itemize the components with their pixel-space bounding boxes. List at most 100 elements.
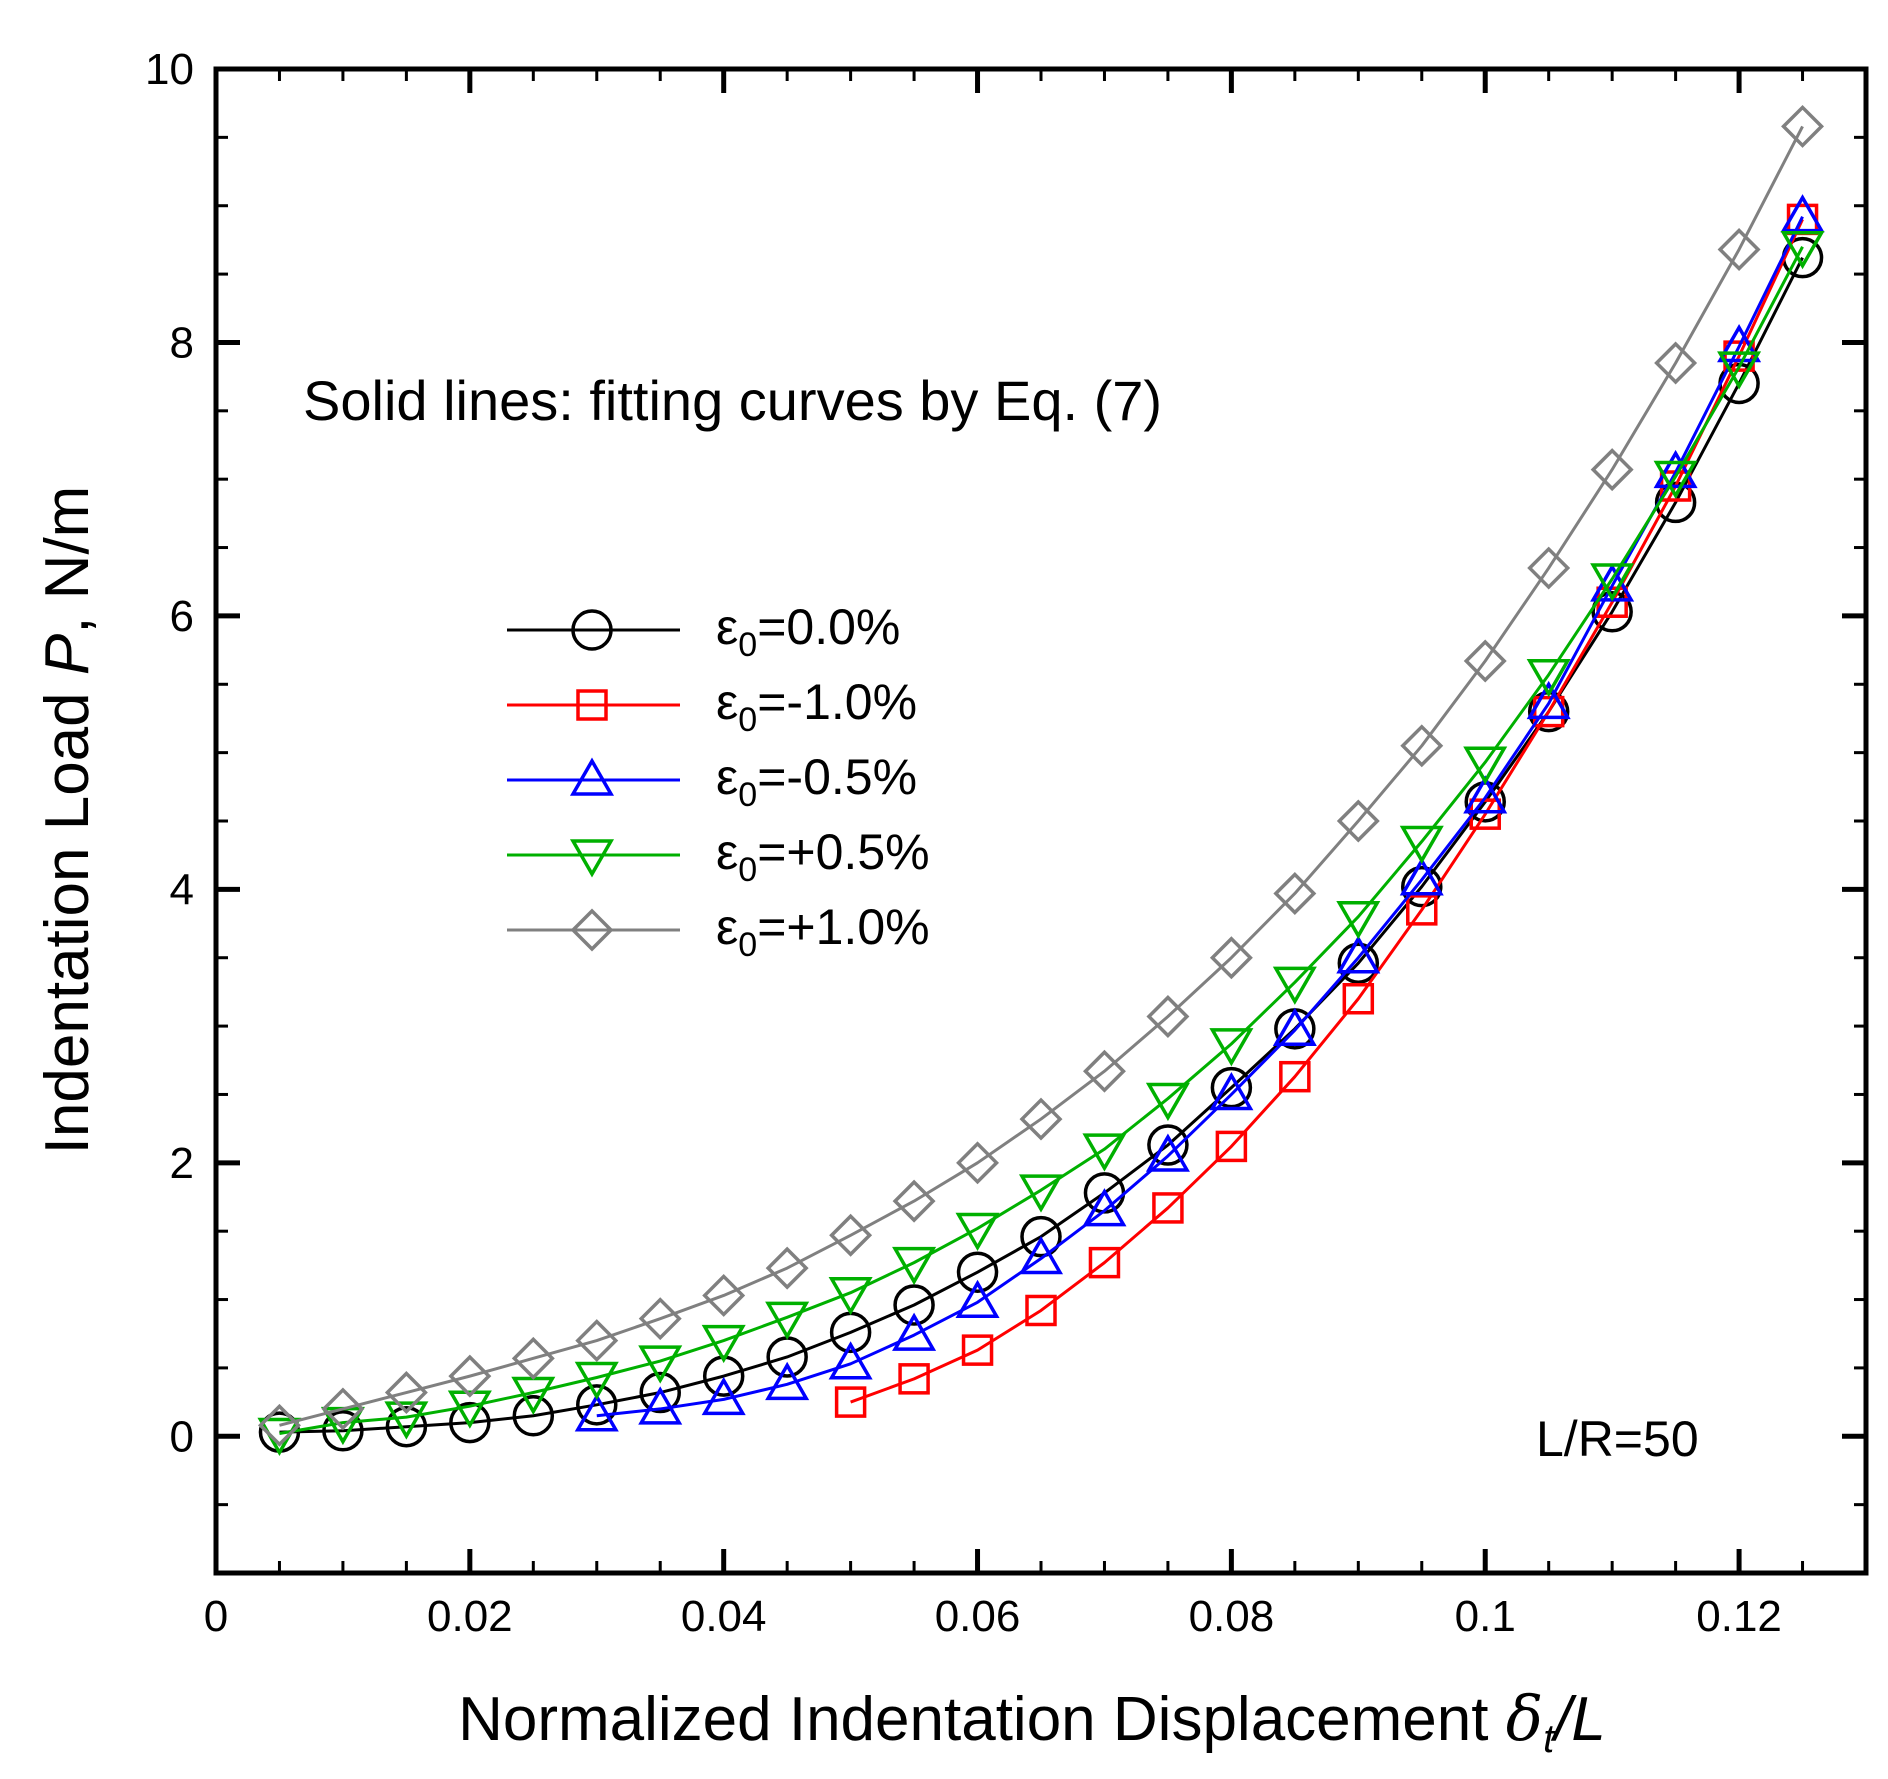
data-point-diamond [321, 1387, 365, 1431]
legend-label: ε0=-0.5% [716, 749, 917, 814]
data-point-diamond [1781, 104, 1825, 148]
legend-marker-square [576, 689, 608, 721]
data-point-circle [893, 1284, 935, 1326]
data-point-diamond [1273, 871, 1317, 915]
legend-label-value: =-0.5% [757, 749, 917, 805]
x-tick-label: 0.12 [1696, 1592, 1782, 1641]
data-point-circle [576, 1384, 618, 1426]
series-1 [834, 203, 1819, 1418]
data-point-diamond [765, 1246, 809, 1290]
y-tick-label: 2 [170, 1139, 194, 1188]
data-point-diamond [1400, 724, 1444, 768]
data-point-square [1088, 1246, 1121, 1279]
x-tick-label: 0.04 [681, 1592, 767, 1641]
data-point-triangle-up [1780, 194, 1825, 233]
legend-marker-triangle-down [569, 839, 615, 878]
data-point-triangle-up [1399, 857, 1444, 896]
data-point-diamond [1527, 546, 1571, 590]
data-point-triangle-down [1209, 1028, 1254, 1067]
fit-curve [850, 218, 1804, 1404]
y-tick-label: 0 [170, 1412, 194, 1461]
data-point-square [1152, 1192, 1184, 1224]
data-point-triangle-up [1209, 1071, 1254, 1111]
legend-label-symbol: ε [716, 899, 738, 955]
legend-label: ε0=0.0% [716, 599, 900, 664]
x-axis-label-text: Normalized Indentation Displacement [458, 1685, 1506, 1754]
data-point-triangle-down [1272, 966, 1317, 1005]
data-point-triangle-down [574, 1361, 619, 1400]
data-point-diamond [384, 1371, 428, 1414]
series-2 [574, 194, 1825, 1432]
data-point-triangle-up [1145, 1133, 1190, 1172]
data-point-triangle-up [955, 1279, 1000, 1319]
data-point-square [961, 1334, 994, 1366]
legend-item: ε0=0.0% [507, 599, 900, 664]
data-point-triangle-down [384, 1401, 429, 1440]
data-point-diamond [1654, 341, 1698, 385]
data-point-diamond [575, 1319, 619, 1363]
data-point-diamond [1590, 448, 1634, 492]
y-axis-label-symbol: P [33, 634, 102, 675]
x-tick-label: 0.02 [427, 1592, 513, 1641]
data-point-triangle-down [1082, 1133, 1127, 1172]
legend-label-value: =+0.5% [757, 824, 929, 880]
y-tick-label: 4 [170, 865, 194, 914]
legend-label-value: =-1.0% [757, 674, 917, 730]
data-point-circle [956, 1251, 999, 1293]
data-point-triangle-up [638, 1386, 683, 1425]
legend-label-sub: 0 [738, 851, 757, 889]
legend-label: ε0=-1.0% [716, 674, 917, 739]
data-point-triangle-up [1463, 775, 1508, 814]
data-point-diamond [638, 1297, 682, 1341]
legend-label-value: =0.0% [757, 599, 900, 655]
series-4 [257, 104, 1825, 1447]
data-point-triangle-up [1018, 1236, 1064, 1275]
y-axis-label-tail: , N/m [33, 486, 102, 634]
data-point-triangle-down [1145, 1082, 1190, 1122]
data-point-circle [1401, 865, 1443, 908]
plot-frame [213, 66, 1869, 1576]
data-point-triangle-up [574, 1393, 619, 1432]
data-point-triangle-down [1336, 900, 1381, 940]
data-point-circle [1337, 942, 1380, 984]
legend-label-symbol: ε [716, 674, 738, 730]
data-point-triangle-up [892, 1312, 937, 1351]
legend-label-sub: 0 [738, 926, 757, 964]
data-point-triangle-down [638, 1345, 683, 1384]
data-point-circle [322, 1410, 364, 1452]
x-tick-label: 0.1 [1455, 1592, 1516, 1641]
data-point-triangle-down [765, 1301, 810, 1340]
data-point-square [1342, 982, 1375, 1015]
x-axis-label-symbol: δ [1506, 1682, 1543, 1755]
legend-label-sub: 0 [738, 776, 757, 814]
data-point-triangle-up [1082, 1188, 1127, 1227]
data-point-circle [1020, 1215, 1062, 1258]
y-tick-label: 6 [170, 592, 194, 641]
x-tick-label: 0 [204, 1592, 228, 1641]
legend-label-symbol: ε [716, 749, 738, 805]
data-point-diamond [892, 1179, 936, 1223]
data-point-triangle-down [1780, 230, 1825, 270]
data-point-circle [1591, 591, 1633, 633]
data-point-triangle-down [1399, 825, 1444, 865]
data-point-diamond [511, 1336, 555, 1380]
data-point-diamond [702, 1273, 746, 1317]
data-point-triangle-up [701, 1376, 746, 1416]
x-axis-label-sub: t [1543, 1717, 1556, 1761]
fit-curve [279, 125, 1804, 1427]
data-point-circle [639, 1371, 681, 1414]
data-point-diamond [956, 1141, 1000, 1185]
y-tick-label: 8 [170, 318, 194, 367]
annotation-fitting-note: Solid lines: fitting curves by Eq. (7) [303, 369, 1162, 432]
fit-curve [279, 246, 1804, 1436]
data-point-square [1406, 894, 1438, 926]
legend: ε0=0.0%ε0=-1.0%ε0=-0.5%ε0=+0.5%ε0=+1.0% [507, 599, 930, 964]
data-point-diamond [1209, 936, 1253, 980]
data-point-circle [1210, 1066, 1253, 1109]
legend-label-symbol: ε [716, 599, 738, 655]
data-point-triangle-up [1272, 1007, 1317, 1046]
data-point-triangle-down [1526, 658, 1571, 698]
legend-label: ε0=+1.0% [716, 899, 930, 964]
data-point-triangle-up [1336, 935, 1381, 974]
